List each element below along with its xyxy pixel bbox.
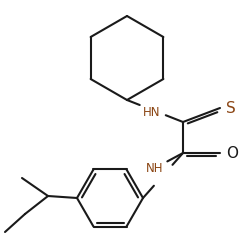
Text: NH: NH <box>146 162 164 175</box>
Text: O: O <box>226 145 238 161</box>
Text: S: S <box>226 101 236 116</box>
Text: HN: HN <box>143 106 161 119</box>
